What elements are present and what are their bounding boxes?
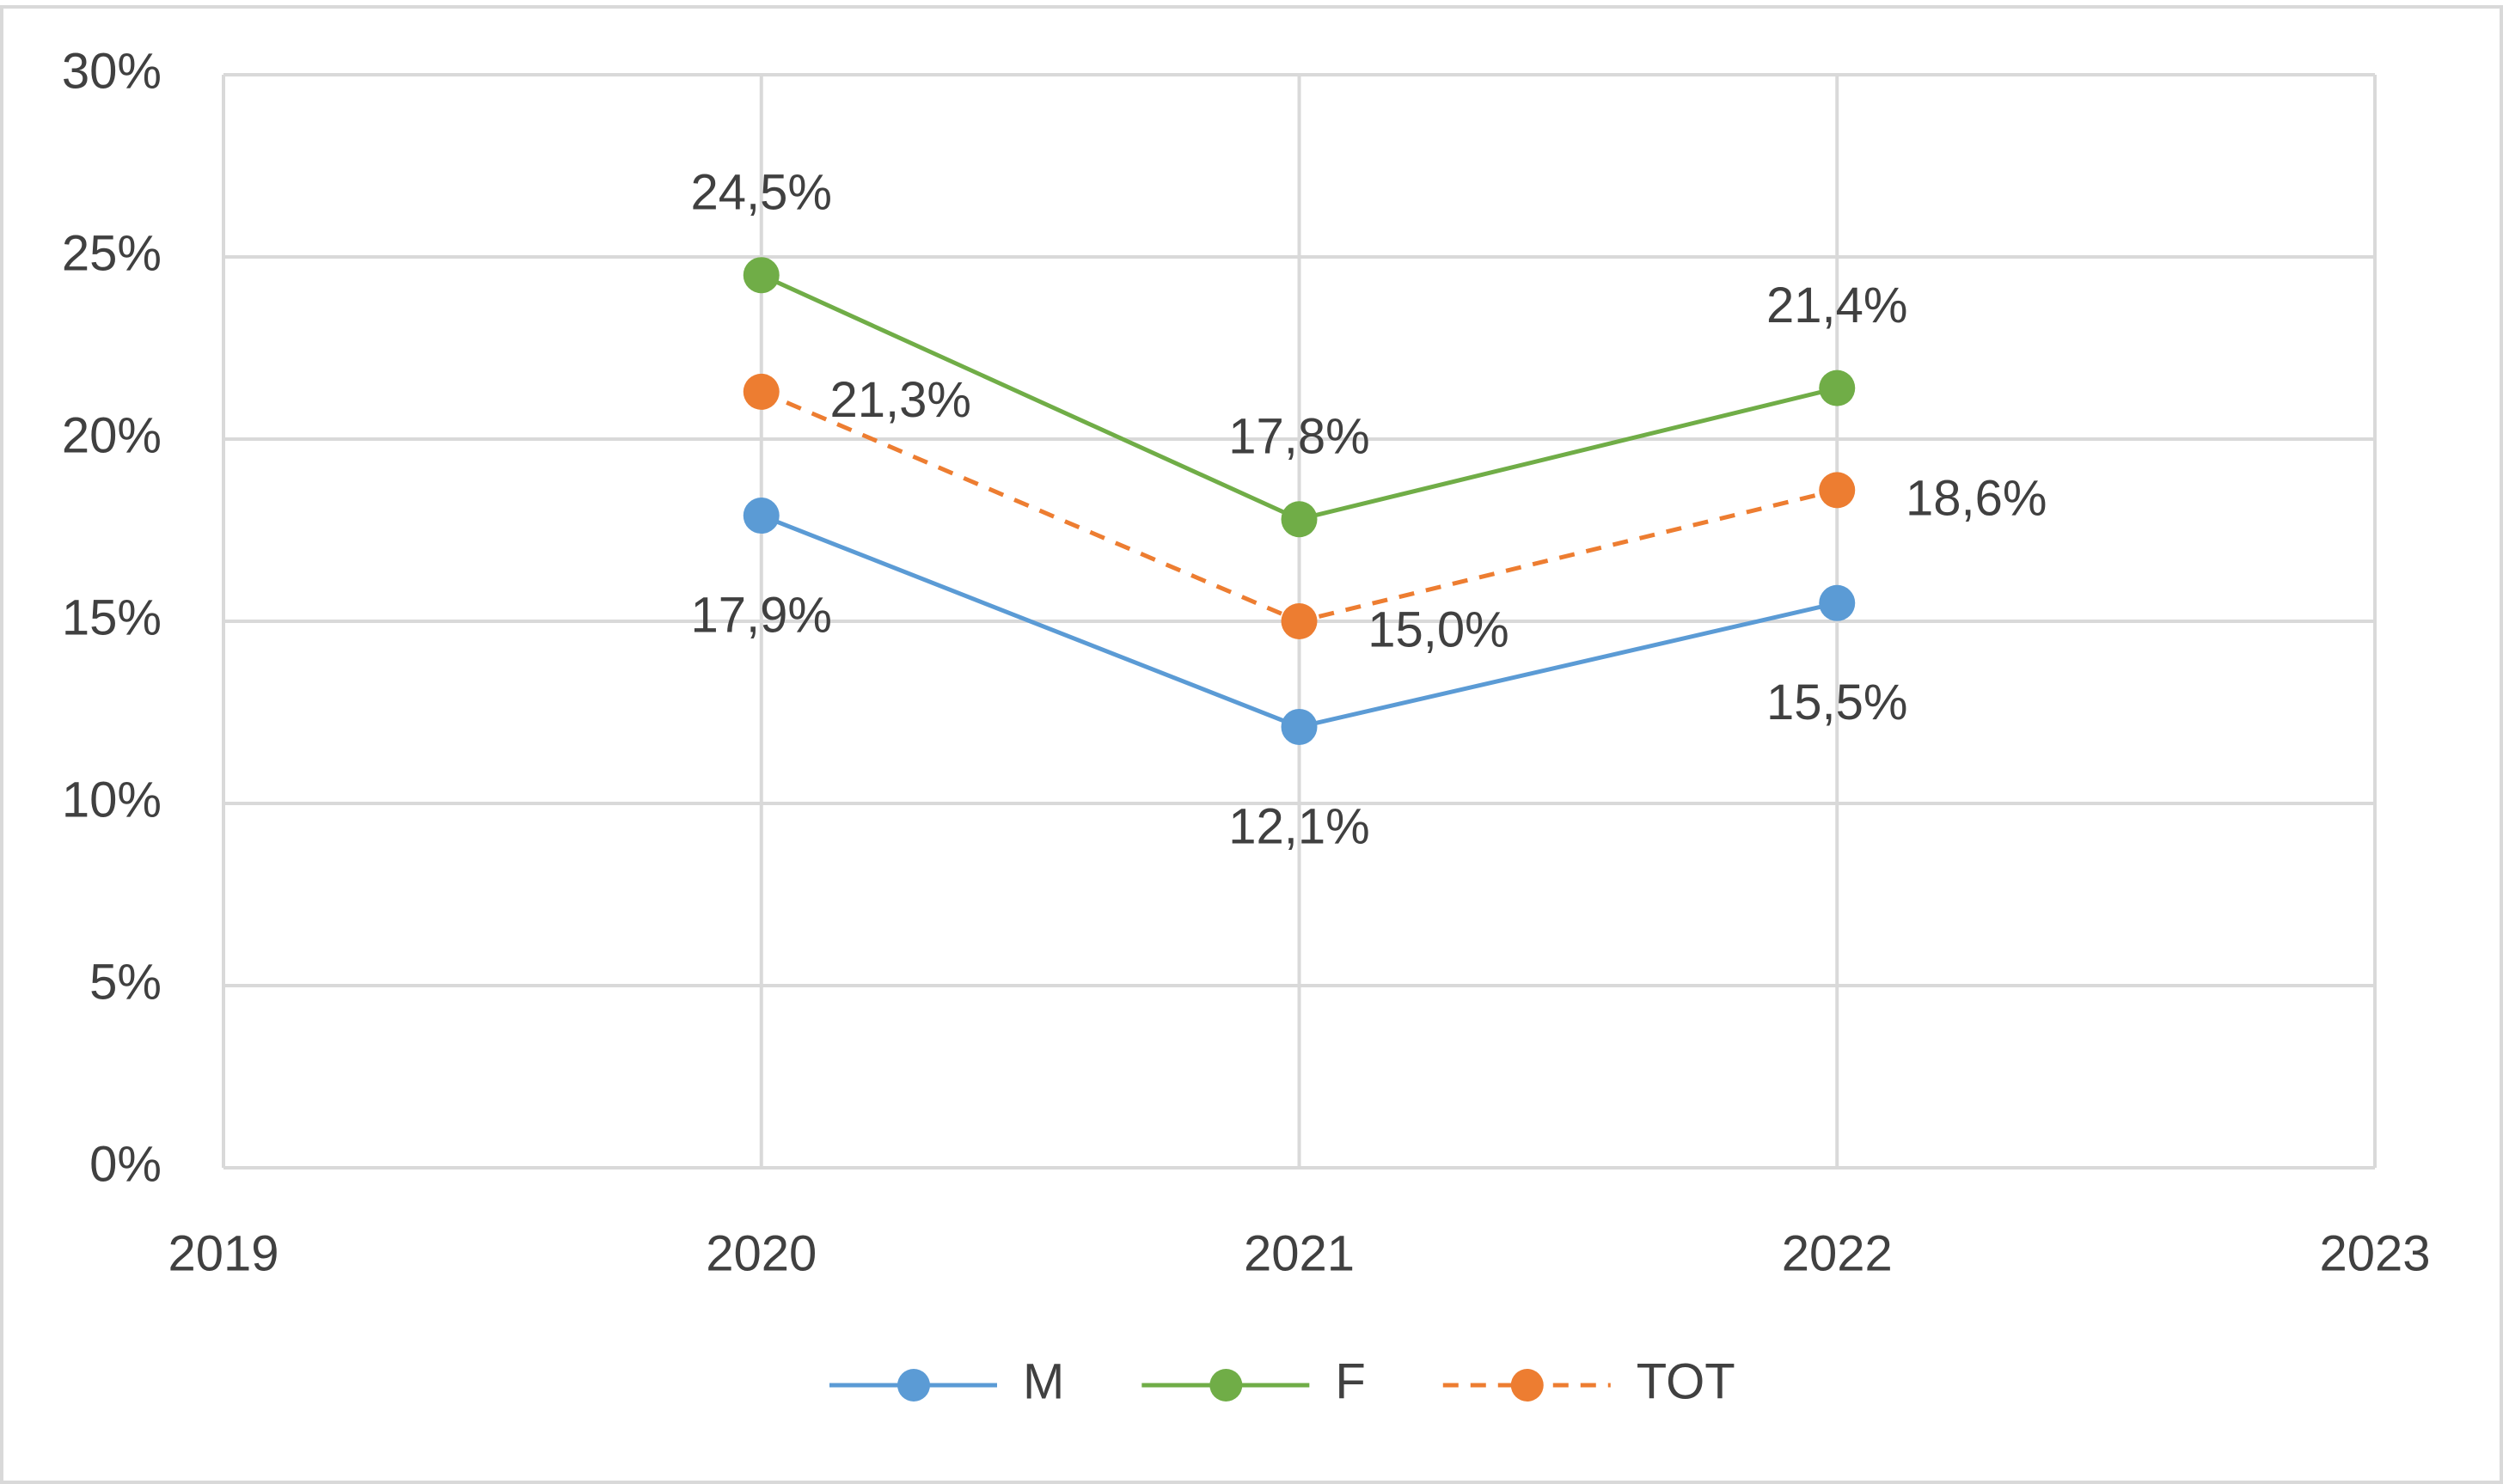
y-tick-label: 30% xyxy=(62,43,162,99)
x-tick-label: 2019 xyxy=(168,1225,278,1281)
x-tick-label: 2022 xyxy=(1782,1225,1893,1281)
y-tick-label: 25% xyxy=(62,225,162,281)
legend-label: F xyxy=(1335,1353,1365,1409)
data-label: 21,4% xyxy=(1766,278,1907,333)
chart-border xyxy=(0,5,2503,1484)
data-point xyxy=(1819,472,1856,509)
data-point xyxy=(1819,584,1856,621)
x-tick-label: 2023 xyxy=(2319,1225,2430,1281)
data-label: 21,3% xyxy=(830,372,971,428)
data-point xyxy=(743,373,780,410)
data-label: 15,5% xyxy=(1766,675,1907,730)
data-point xyxy=(1281,603,1318,639)
legend-marker xyxy=(1209,1369,1243,1402)
legend-label: M xyxy=(1023,1353,1064,1409)
x-tick-label: 2020 xyxy=(706,1225,817,1281)
y-tick-label: 15% xyxy=(62,589,162,645)
legend-marker xyxy=(1510,1369,1544,1402)
data-point xyxy=(1819,369,1856,406)
x-tick-label: 2021 xyxy=(1244,1225,1355,1281)
data-label: 24,5% xyxy=(691,165,832,221)
data-label: 17,8% xyxy=(1228,409,1369,465)
y-tick-label: 0% xyxy=(89,1136,162,1192)
data-label: 15,0% xyxy=(1368,602,1509,657)
data-point xyxy=(1281,708,1318,745)
data-point xyxy=(1281,501,1318,538)
data-point xyxy=(743,498,780,534)
data-label: 12,1% xyxy=(1228,798,1369,854)
y-tick-label: 10% xyxy=(62,772,162,827)
legend-label: TOT xyxy=(1637,1353,1735,1409)
data-point xyxy=(743,257,780,294)
legend-marker xyxy=(897,1369,930,1402)
y-tick-label: 5% xyxy=(89,954,162,1010)
data-label: 18,6% xyxy=(1906,471,2047,527)
data-label: 17,9% xyxy=(691,587,832,643)
y-tick-label: 20% xyxy=(62,407,162,463)
